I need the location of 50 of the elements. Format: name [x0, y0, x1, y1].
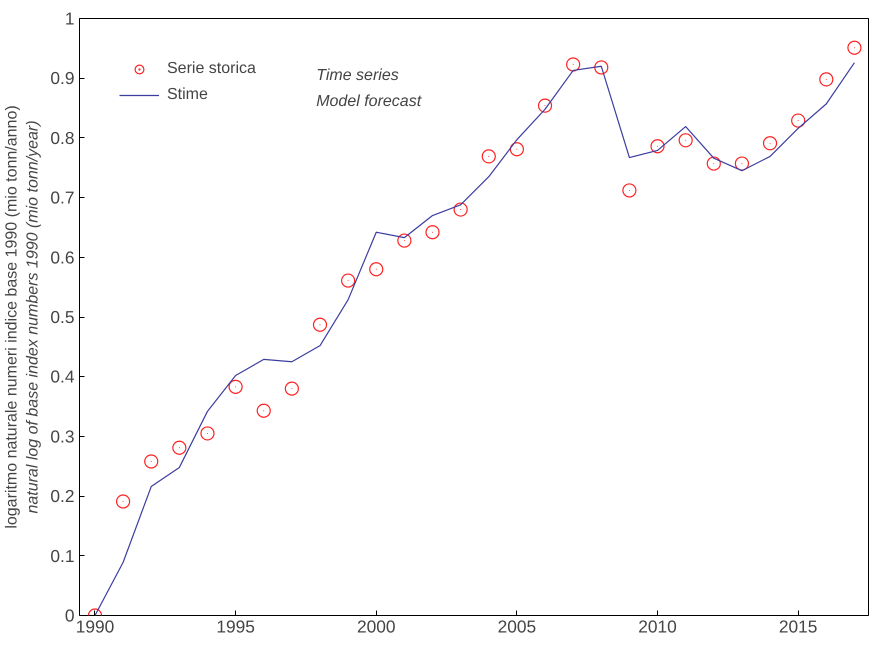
point [256, 404, 271, 418]
point [734, 156, 750, 171]
point [200, 426, 215, 440]
point [284, 382, 299, 396]
point [144, 454, 158, 469]
y-tick-label: 0.5 [50, 307, 75, 327]
point [228, 380, 243, 394]
point [762, 136, 778, 150]
y-tick-label: 0.8 [50, 128, 75, 148]
point [819, 72, 834, 86]
y-tick-label: 0.6 [50, 247, 75, 268]
point [172, 440, 186, 455]
x-tick-label: 2010 [638, 616, 677, 636]
legend-label: Stime [167, 85, 208, 105]
point [397, 233, 412, 248]
point [594, 60, 608, 75]
point [538, 98, 552, 113]
point [482, 149, 496, 164]
y-tick-label: 0.1 [50, 546, 75, 566]
y-tick-label: 0.3 [50, 426, 75, 446]
point [847, 40, 862, 55]
point [622, 183, 637, 198]
point [510, 142, 524, 156]
point [116, 494, 130, 509]
point [341, 273, 356, 288]
y-axis-title: natural log of base index numbers 1990 (mio tonn/year) logaritmo naturale numeri indice base 1990 (mio tonn/anno) [4, 105, 42, 529]
point [650, 139, 665, 154]
point [706, 156, 721, 171]
annotation: Model forecast [316, 93, 422, 110]
x-tick-label: 1990 [76, 616, 114, 636]
point [791, 114, 806, 128]
y-tick-label: 1 [64, 8, 75, 28]
legend-label: Serie storica [167, 59, 256, 79]
y-tick-label: 0.9 [50, 68, 75, 88]
point [678, 133, 693, 148]
point [566, 57, 580, 72]
x-tick-label: 2000 [356, 616, 396, 636]
y-tick-label: 0.4 [50, 366, 75, 387]
x-tick-label: 2005 [498, 616, 536, 636]
point [312, 318, 328, 332]
y-tick-label: 0.2 [50, 486, 75, 506]
x-tick-label: 2015 [778, 616, 818, 636]
x-tick-label: 1995 [216, 616, 255, 636]
annotation: Time series [316, 67, 399, 84]
point [369, 262, 384, 276]
line-series [94, 62, 856, 616]
y-tick-label: 0 [64, 606, 75, 626]
y-tick-label: 0.7 [50, 188, 75, 208]
point [454, 202, 468, 217]
point [425, 225, 440, 240]
